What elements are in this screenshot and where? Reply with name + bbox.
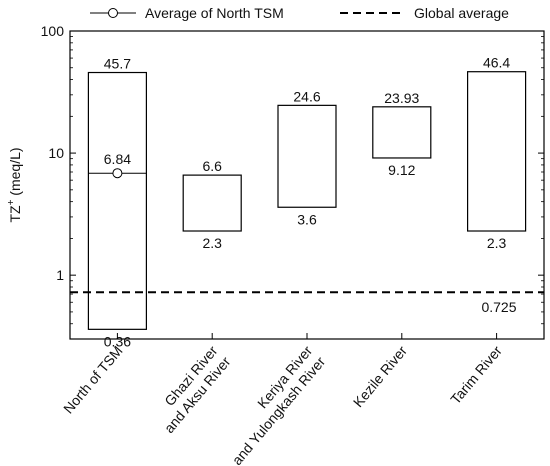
range-min-label: 2.3 [487,235,507,251]
global-average-value-label: 0.725 [481,299,516,315]
range-min-label: 0.36 [104,333,131,349]
range-box [467,71,527,232]
y-axis-title: TZ+ (meq/L) [6,147,23,222]
x-tick-label-line: North of TSM [60,343,126,417]
range-max-label: 23.93 [384,90,419,106]
legend-average-marker [108,8,118,18]
range-max-label: 46.4 [483,55,510,71]
x-tick-label-line: Tarim River [447,342,505,407]
range-min-label: 2.3 [202,235,222,251]
y-tick-label: 1 [56,267,64,283]
range-box [372,106,432,159]
y-axis-title-unit: (meq/L) [7,147,23,199]
y-axis: 1 10 100 [41,23,544,340]
x-tick-label: Keriya Riverand Yulongkash River [216,342,329,466]
x-tick-label: Ghazi Riverand Aksu River [148,342,234,436]
x-tick-label: Kezile River [350,342,410,410]
y-axis-title-superscript: + [6,199,17,205]
y-tick-label: 100 [41,23,65,39]
range-max-label: 45.7 [104,56,131,72]
average-marker [112,168,123,179]
x-tick-label: Tarim River [447,342,505,407]
global-average-group: 0.725 [70,291,544,315]
range-max-label: 6.6 [202,158,222,174]
range-box [182,174,242,232]
range-box [87,71,148,330]
average-value-label: 6.84 [104,151,131,167]
range-min-label: 9.12 [388,162,415,178]
legend: Average of North TSM Global average [90,5,509,21]
x-axis: North of TSM Ghazi Riverand Aksu River Ker… [60,333,505,466]
y-axis-label: TZ+ (meq/L) [6,147,23,222]
range-max-label: 24.6 [293,88,320,104]
legend-global-average-label: Global average [414,5,509,21]
y-axis-title-main: TZ [7,205,23,223]
range-min-label: 3.6 [297,211,317,227]
x-tick-label: North of TSM [60,343,126,417]
range-box [277,104,337,208]
legend-average-label: Average of North TSM [145,5,284,21]
x-tick-label-line: and Yulongkash River [229,353,329,466]
x-tick-label-line: Kezile River [350,342,410,410]
y-tick-label: 10 [48,145,64,161]
range-bars: 45.7 0.36 6.6 2.3 24.6 3.6 23.93 9.12 46.4 2.3 6.8… [87,55,527,349]
